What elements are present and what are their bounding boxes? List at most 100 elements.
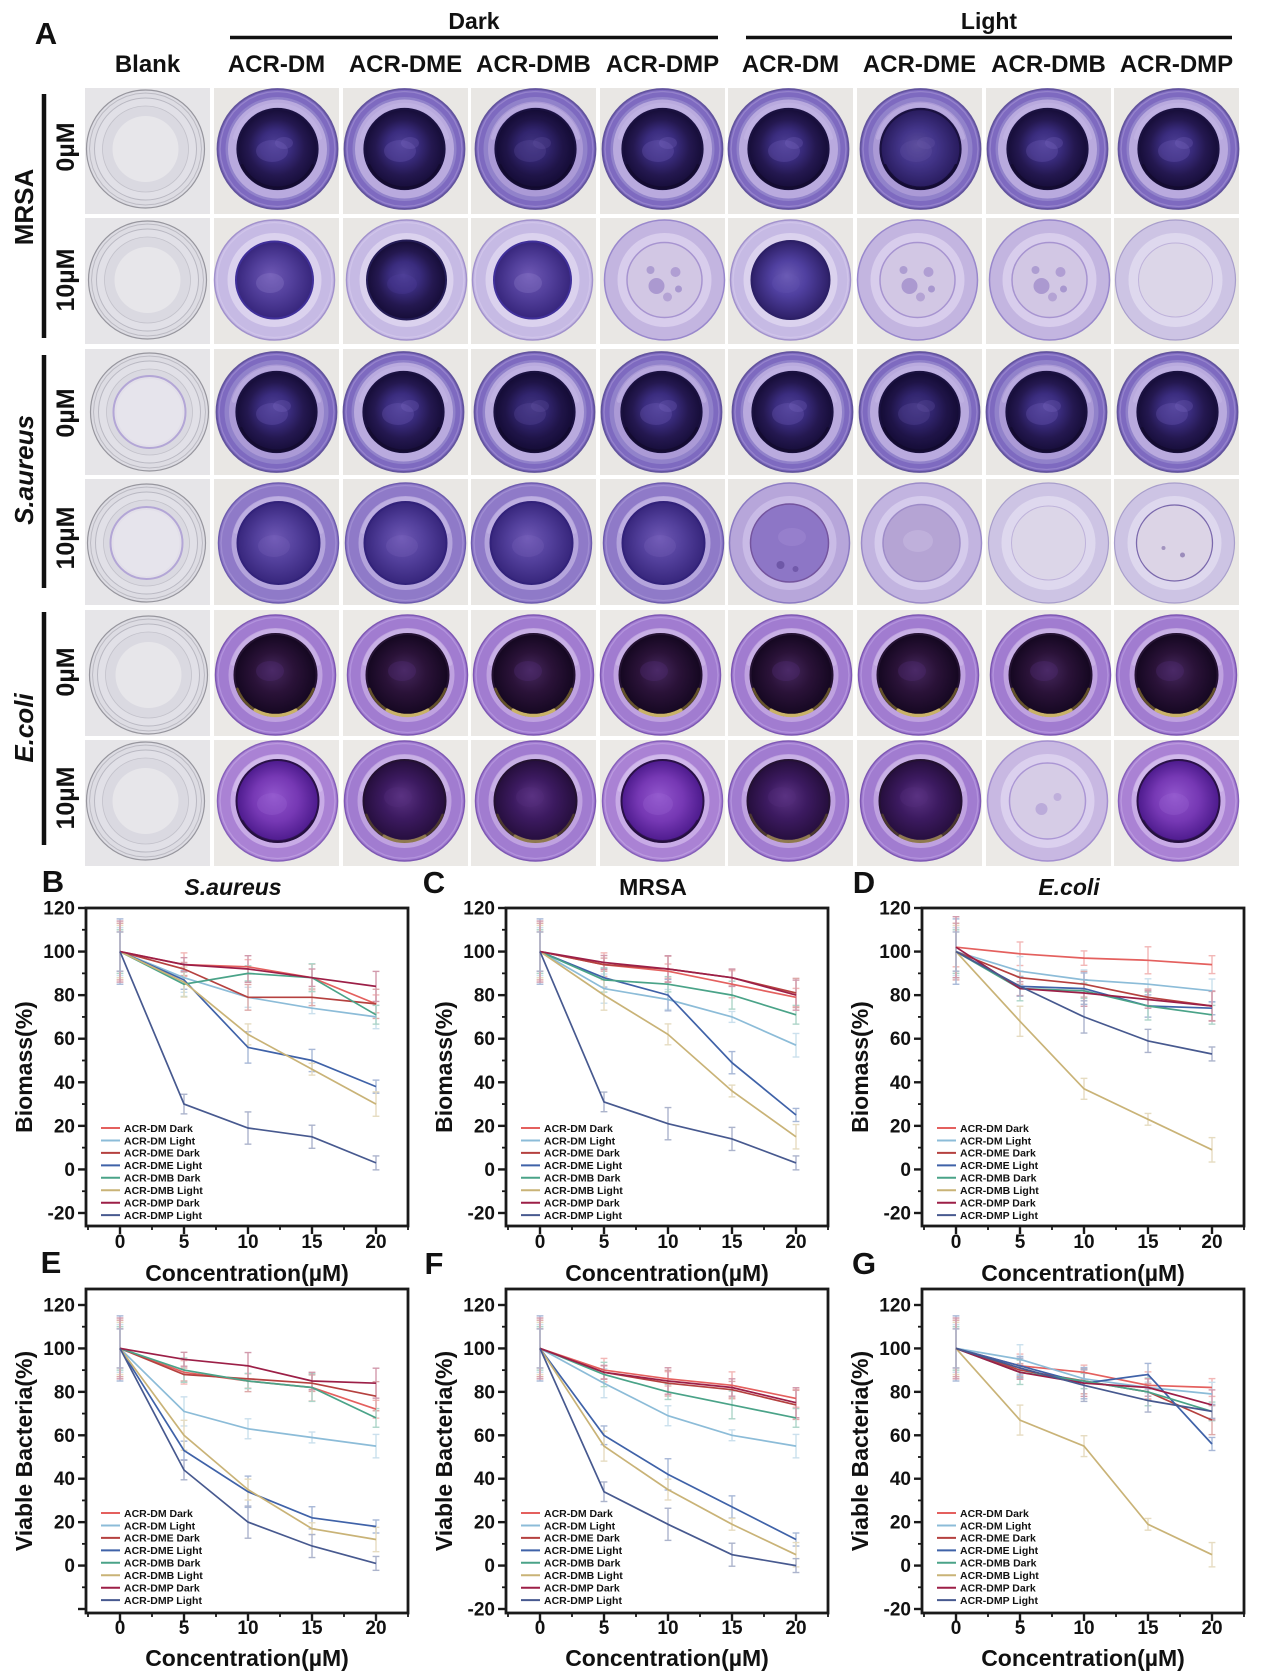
svg-text:ACR-DM Light: ACR-DM Light [124, 1135, 196, 1147]
svg-text:0: 0 [951, 1232, 962, 1253]
svg-text:E.coli: E.coli [1038, 874, 1100, 900]
svg-text:ACR-DMP: ACR-DMP [1120, 51, 1233, 78]
svg-text:20: 20 [474, 1116, 495, 1137]
svg-text:ACR-DMB: ACR-DMB [476, 51, 591, 78]
svg-text:ACR-DMB: ACR-DMB [991, 51, 1106, 78]
svg-text:ACR-DMP Dark: ACR-DMP Dark [124, 1198, 200, 1210]
svg-text:0: 0 [484, 1556, 495, 1577]
svg-text:60: 60 [54, 1426, 75, 1447]
svg-text:40: 40 [474, 1073, 495, 1094]
svg-text:ACR-DMB Dark: ACR-DMB Dark [960, 1173, 1037, 1185]
svg-text:ACR-DME Light: ACR-DME Light [960, 1160, 1039, 1172]
svg-text:ACR-DME: ACR-DME [863, 51, 976, 78]
svg-text:10µM: 10µM [52, 248, 80, 311]
svg-text:ACR-DM Dark: ACR-DM Dark [124, 1508, 193, 1520]
svg-text:ACR-DMB Light: ACR-DMB Light [960, 1570, 1039, 1582]
svg-text:0: 0 [64, 1556, 75, 1577]
svg-text:60: 60 [54, 1029, 75, 1050]
svg-text:120: 120 [43, 1296, 75, 1317]
svg-text:E.coli: E.coli [9, 693, 39, 763]
svg-text:ACR-DME Dark: ACR-DME Dark [960, 1148, 1036, 1160]
svg-text:40: 40 [890, 1073, 911, 1094]
svg-text:10: 10 [657, 1232, 678, 1253]
svg-text:60: 60 [474, 1029, 495, 1050]
svg-text:5: 5 [599, 1232, 610, 1253]
svg-text:ACR-DMP Light: ACR-DMP Light [960, 1595, 1038, 1607]
svg-text:S.aureus: S.aureus [184, 874, 281, 900]
svg-text:40: 40 [54, 1073, 75, 1094]
svg-text:E: E [41, 1245, 62, 1280]
svg-text:ACR-DMP Light: ACR-DMP Light [960, 1210, 1038, 1222]
svg-text:80: 80 [474, 986, 495, 1007]
svg-text:40: 40 [474, 1469, 495, 1490]
svg-text:ACR-DME Dark: ACR-DME Dark [960, 1533, 1036, 1545]
svg-text:10: 10 [657, 1618, 678, 1639]
svg-text:10: 10 [1073, 1232, 1094, 1253]
svg-text:ACR-DMP Light: ACR-DMP Light [544, 1210, 622, 1222]
svg-text:20: 20 [1201, 1618, 1222, 1639]
svg-text:ACR-DM Light: ACR-DM Light [544, 1520, 616, 1532]
svg-text:10µM: 10µM [52, 506, 80, 569]
svg-text:ACR-DME Dark: ACR-DME Dark [544, 1148, 620, 1160]
svg-text:60: 60 [890, 1029, 911, 1050]
svg-text:ACR-DM Light: ACR-DM Light [960, 1520, 1032, 1532]
svg-text:0: 0 [115, 1232, 126, 1253]
svg-text:ACR-DMP Dark: ACR-DMP Dark [544, 1583, 620, 1595]
svg-text:100: 100 [43, 1339, 75, 1360]
svg-text:20: 20 [1201, 1232, 1222, 1253]
svg-text:Biomass(%): Biomass(%) [11, 1001, 37, 1133]
svg-text:F: F [425, 1246, 444, 1281]
svg-text:Concentration(µM): Concentration(µM) [565, 1260, 769, 1286]
svg-text:MRSA: MRSA [619, 874, 687, 900]
svg-text:40: 40 [890, 1469, 911, 1490]
svg-text:0: 0 [900, 1556, 911, 1577]
svg-text:10µM: 10µM [52, 766, 80, 829]
svg-text:-20: -20 [468, 1204, 495, 1225]
svg-text:ACR-DMP Dark: ACR-DMP Dark [960, 1198, 1036, 1210]
svg-text:-20: -20 [884, 1600, 911, 1621]
svg-text:Concentration(µM): Concentration(µM) [981, 1645, 1185, 1671]
svg-text:ACR-DME Light: ACR-DME Light [960, 1545, 1039, 1557]
svg-text:15: 15 [721, 1618, 743, 1639]
svg-text:ACR-DMB Dark: ACR-DMB Dark [960, 1558, 1037, 1570]
svg-text:ACR-DMP Light: ACR-DMP Light [124, 1210, 202, 1222]
svg-text:Concentration(µM): Concentration(µM) [565, 1645, 769, 1671]
svg-text:0: 0 [951, 1618, 962, 1639]
svg-text:Viable Bacteria(%): Viable Bacteria(%) [11, 1351, 37, 1551]
svg-text:120: 120 [879, 899, 911, 920]
svg-text:Light: Light [961, 8, 1018, 34]
svg-text:ACR-DME Light: ACR-DME Light [544, 1545, 623, 1557]
svg-text:80: 80 [890, 1382, 911, 1403]
svg-text:G: G [852, 1246, 876, 1281]
svg-text:120: 120 [879, 1296, 911, 1317]
svg-text:5: 5 [1015, 1618, 1026, 1639]
svg-text:ACR-DMB Dark: ACR-DMB Dark [124, 1558, 201, 1570]
svg-text:0: 0 [900, 1160, 911, 1181]
svg-text:120: 120 [463, 899, 495, 920]
svg-text:ACR-DMB Dark: ACR-DMB Dark [544, 1558, 621, 1570]
svg-text:ACR-DME Light: ACR-DME Light [124, 1545, 203, 1557]
svg-text:20: 20 [54, 1513, 75, 1534]
svg-text:20: 20 [365, 1618, 386, 1639]
svg-text:ACR-DMB Light: ACR-DMB Light [960, 1185, 1039, 1197]
svg-text:10: 10 [237, 1618, 258, 1639]
svg-text:10: 10 [1073, 1618, 1094, 1639]
svg-text:15: 15 [301, 1232, 323, 1253]
svg-text:ACR-DM: ACR-DM [228, 51, 325, 78]
svg-text:20: 20 [365, 1232, 386, 1253]
svg-text:ACR-DMB Light: ACR-DMB Light [544, 1570, 623, 1582]
svg-text:100: 100 [879, 1339, 911, 1360]
svg-text:ACR-DMP Dark: ACR-DMP Dark [124, 1583, 200, 1595]
svg-text:5: 5 [599, 1618, 610, 1639]
svg-text:0µM: 0µM [52, 388, 80, 437]
svg-text:C: C [423, 865, 445, 900]
svg-text:Viable Bacteria(%): Viable Bacteria(%) [847, 1351, 873, 1551]
svg-text:ACR-DM Light: ACR-DM Light [960, 1135, 1032, 1147]
svg-text:ACR-DMP Light: ACR-DMP Light [124, 1595, 202, 1607]
svg-text:15: 15 [1137, 1232, 1159, 1253]
svg-text:ACR-DME Light: ACR-DME Light [124, 1160, 203, 1172]
svg-text:ACR-DM Dark: ACR-DM Dark [960, 1508, 1029, 1520]
svg-text:ACR-DMB Light: ACR-DMB Light [544, 1185, 623, 1197]
svg-text:0: 0 [484, 1160, 495, 1181]
svg-text:ACR-DMP: ACR-DMP [606, 51, 719, 78]
